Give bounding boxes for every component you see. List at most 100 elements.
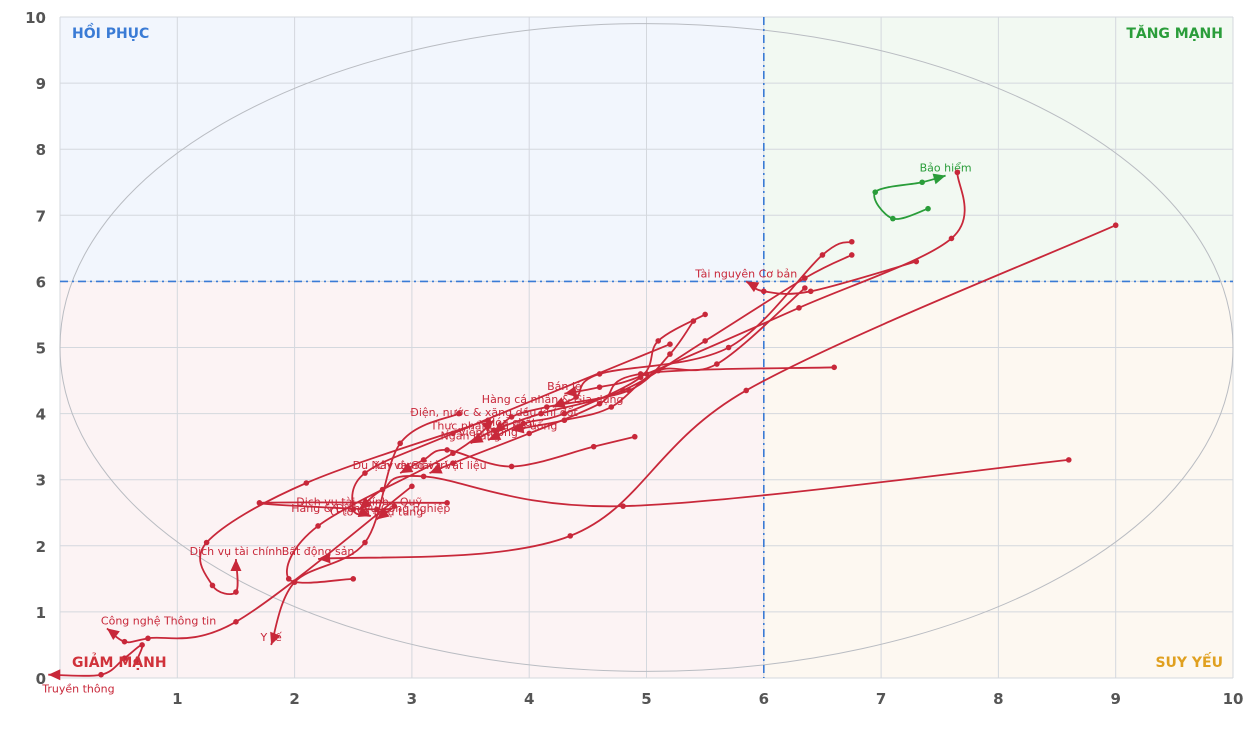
data-point — [761, 288, 767, 295]
data-point — [233, 589, 239, 595]
data-point — [714, 361, 720, 367]
trail-arrowhead — [481, 420, 495, 433]
data-point — [209, 582, 216, 589]
data-point — [139, 642, 145, 648]
data-point — [807, 288, 814, 295]
data-point — [444, 500, 450, 506]
x-tick-label: 8 — [993, 690, 1003, 708]
trail-arrowhead — [359, 497, 372, 510]
data-point — [420, 457, 427, 463]
quadrant-label: TĂNG MẠNH — [1126, 24, 1223, 42]
series-label: Hàng cá nhân & Gia dụng — [482, 393, 624, 406]
data-point — [145, 635, 151, 642]
data-point — [362, 470, 368, 476]
data-point — [573, 394, 579, 400]
trail-arrowhead — [746, 281, 760, 293]
series-trail[interactable]: Tài nguyên Cơ bản — [694, 258, 920, 295]
data-point — [456, 410, 462, 417]
series-label: Điện, nước & xăng dầu khí đốt — [410, 406, 578, 419]
quadrant-label: GIẢM MẠNH — [72, 652, 167, 671]
data-point — [485, 417, 491, 424]
series-line — [286, 419, 495, 584]
reference-ellipse — [59, 23, 1234, 672]
series-trail[interactable]: Dịch vụ tài chính — [190, 417, 491, 595]
quadrant-label: HỒI PHỤC — [72, 23, 149, 42]
data-point — [590, 443, 597, 450]
data-point — [948, 235, 955, 242]
axis-layer: 1 2 3 4 5 6 7 8 9 10 0 1 2 3 4 5 6 7 8 9 10 — [25, 9, 1243, 708]
data-point — [133, 658, 140, 665]
data-point — [444, 447, 450, 453]
data-point — [743, 387, 750, 394]
trail-arrowhead — [400, 462, 414, 474]
data-point — [919, 179, 925, 186]
data-point — [420, 473, 427, 480]
data-point — [802, 275, 808, 281]
y-tick-label: 8 — [36, 141, 46, 159]
trail-arrowhead — [429, 463, 443, 474]
y-tick-label: 0 — [36, 670, 46, 688]
x-tick-label: 3 — [407, 690, 417, 708]
data-point — [391, 503, 398, 509]
data-point — [890, 215, 896, 222]
data-point — [631, 433, 638, 440]
trail-arrowhead — [230, 559, 242, 572]
x-tick-label: 2 — [289, 690, 299, 708]
series-label: Bất động sản — [282, 545, 355, 558]
data-point — [848, 252, 855, 258]
data-point — [831, 364, 837, 371]
series-label: Bảo hiểm — [920, 162, 972, 175]
data-point — [362, 539, 368, 546]
series-trail[interactable]: Công nghệ Thông tin — [101, 483, 415, 645]
y-tick-label: 1 — [36, 604, 46, 622]
series-trail[interactable]: Truyền thông — [41, 642, 145, 696]
data-point — [350, 576, 357, 582]
series-trail[interactable]: Hàng cá nhân & Gia dụng — [482, 238, 855, 408]
data-point — [303, 480, 310, 486]
series-label: Y tế — [259, 631, 282, 644]
y-tick-label: 9 — [36, 75, 46, 93]
data-point — [561, 410, 568, 417]
y-tick-label: 7 — [36, 207, 46, 225]
label-layer: HỒI PHỤC TĂNG MẠNH GIẢM MẠNH SUY YẾU — [72, 23, 1223, 671]
data-point — [409, 483, 415, 490]
data-point — [508, 463, 515, 470]
trail-arrowhead — [106, 628, 120, 641]
data-point — [203, 539, 210, 546]
series-label: Ô tô và phụ tùng — [330, 505, 423, 518]
y-tick-label: 3 — [36, 472, 46, 490]
trail-arrowhead — [376, 507, 390, 520]
quadrant-label: SUY YẾU — [1155, 652, 1223, 671]
x-tick-label: 4 — [524, 690, 534, 708]
data-point — [667, 351, 673, 357]
data-point — [690, 318, 697, 324]
data-point — [626, 387, 632, 394]
data-point — [233, 619, 239, 625]
series-trail[interactable]: Y tế — [259, 410, 462, 646]
data-point — [848, 238, 855, 245]
data-point — [796, 305, 802, 311]
series-label: Công nghệ Thông tin — [101, 614, 216, 627]
x-tick-label: 10 — [1223, 690, 1244, 708]
x-tick-label: 7 — [876, 690, 886, 708]
data-point — [543, 404, 550, 410]
data-point — [315, 523, 321, 529]
data-point — [954, 169, 961, 176]
trail-arrowhead — [48, 669, 61, 681]
data-point — [819, 252, 826, 258]
series-label: Truyền thông — [41, 683, 114, 696]
data-point — [702, 338, 708, 344]
data-point — [450, 460, 456, 466]
x-tick-label: 1 — [172, 690, 182, 708]
data-point — [1112, 222, 1119, 229]
y-tick-label: 2 — [36, 538, 46, 556]
data-point — [620, 503, 626, 509]
data-point — [702, 311, 708, 318]
data-point — [450, 450, 456, 457]
trail-arrowhead — [470, 432, 484, 444]
data-point — [98, 671, 104, 678]
series-label: Dịch vụ tài chính — [190, 545, 283, 558]
y-tick-label: 10 — [25, 9, 46, 27]
